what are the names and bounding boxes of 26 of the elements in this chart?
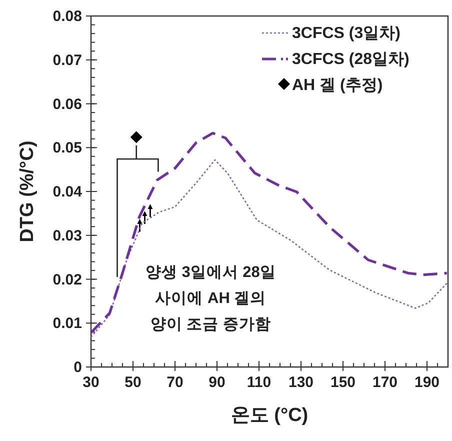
y-tick-label: 0.04 [52, 184, 83, 200]
y-axis-title: DTG (%/°C) [17, 140, 38, 242]
y-tick-label: 0.05 [52, 140, 82, 157]
x-axis-title: 온도 (°C) [230, 405, 308, 426]
y-tick-label: 0.02 [52, 271, 82, 288]
legend-label: 3CFCS (3일차) [292, 25, 400, 42]
y-tick-label: 0 [74, 359, 82, 376]
x-tick-label: 150 [330, 374, 356, 391]
y-tick-label: 0.07 [52, 52, 82, 69]
x-tick-label: 190 [414, 374, 440, 391]
y-tick-label: 0.08 [52, 8, 82, 25]
line-series [90, 132, 448, 334]
x-tick-label: 110 [246, 374, 272, 391]
y-tick-label: 0.06 [52, 96, 82, 113]
y-tick-label: 0.03 [52, 227, 82, 244]
x-tick-label: 90 [208, 374, 226, 391]
x-tick-label: 170 [372, 374, 398, 391]
y-tick-label: 0.01 [52, 315, 82, 332]
x-tick-label: 30 [82, 374, 100, 391]
x-tick-label: 50 [124, 374, 142, 391]
legend-label: 3CFCS (28일차) [292, 51, 410, 68]
legend-label: AH 겔 (추정) [292, 77, 383, 94]
x-tick-label: 130 [288, 374, 314, 391]
x-tick-label: 70 [166, 374, 184, 391]
annotation: 양생 3일에서 28일 사이에 AH 겔의 양이 조금 증가함 [145, 264, 276, 334]
line-series [90, 159, 448, 338]
